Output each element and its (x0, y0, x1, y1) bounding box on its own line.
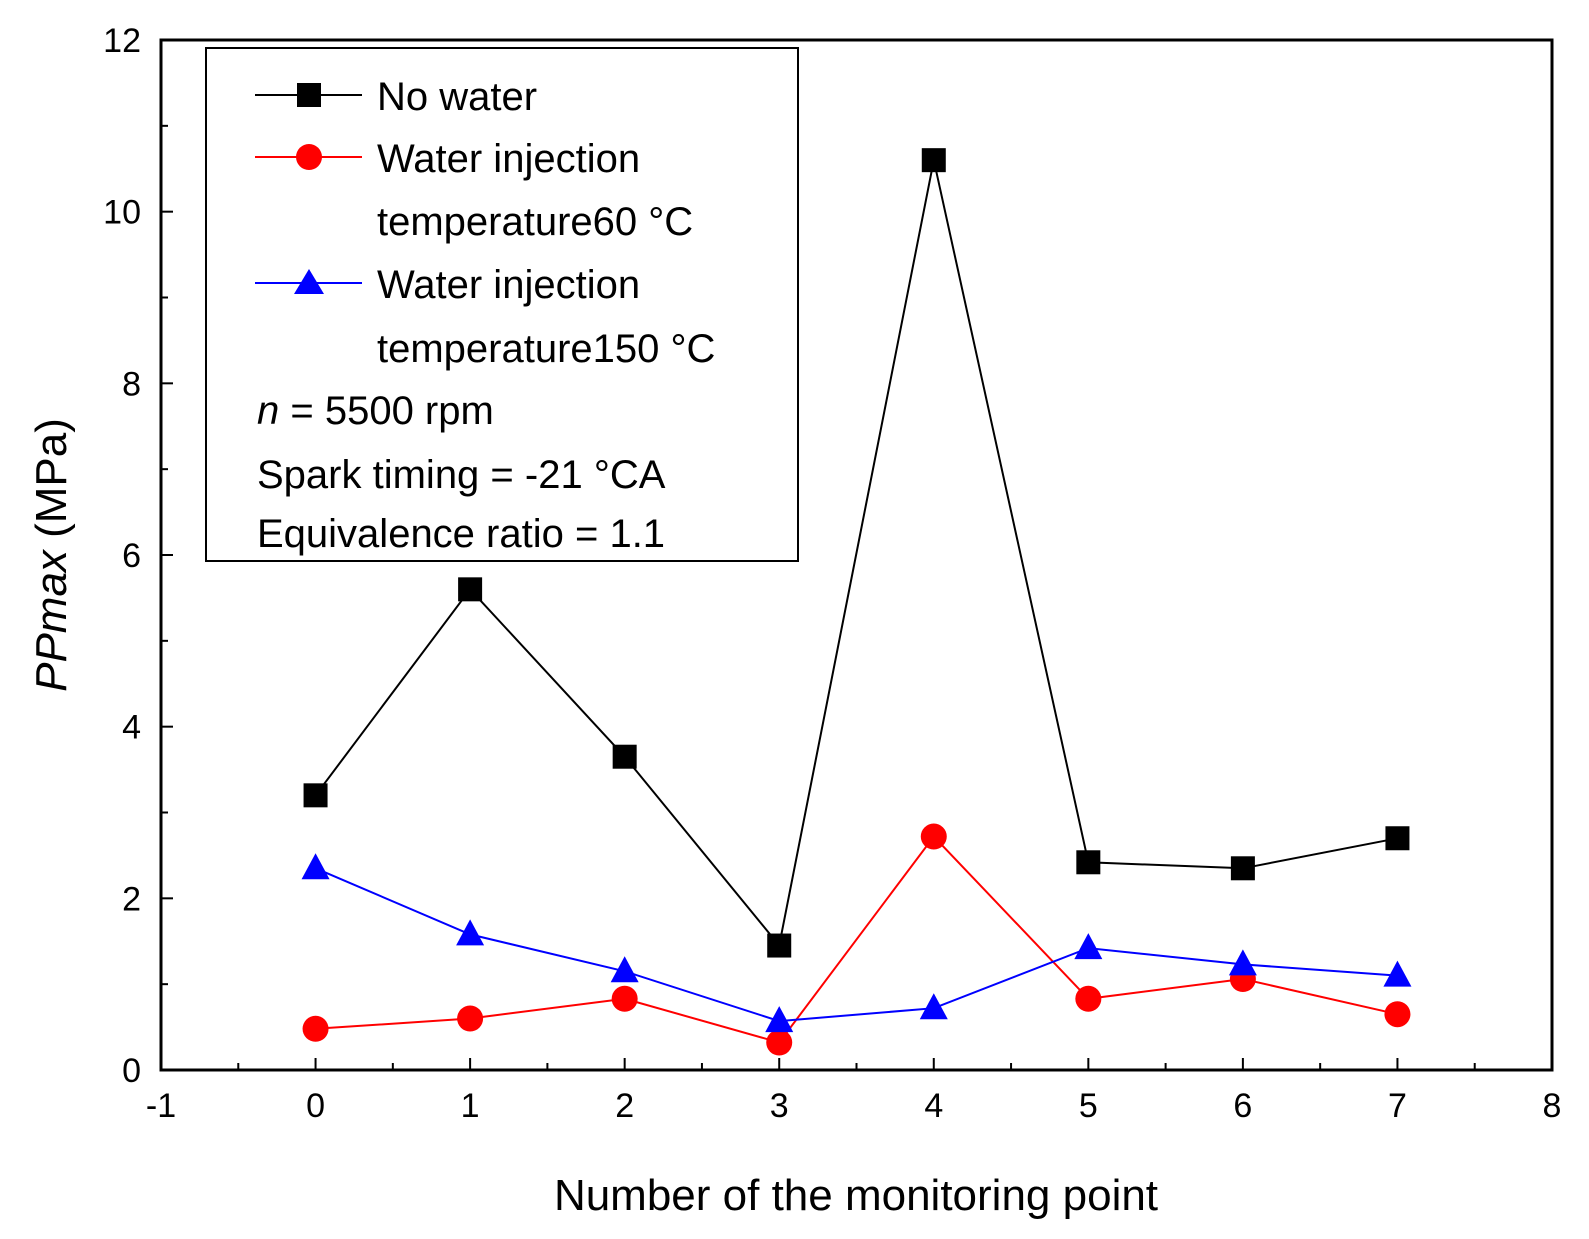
data-point-triangle (1228, 949, 1257, 976)
y-tick-label: 8 (122, 365, 141, 403)
legend-label-no-water: No water (377, 75, 537, 119)
legend-label-150c-line2: temperature150 °C (377, 327, 715, 371)
y-axis-title-unit: (MPa) (27, 418, 76, 550)
data-point-square (1076, 850, 1101, 875)
data-point-circle (1075, 985, 1102, 1012)
y-tick-label: 10 (103, 194, 141, 232)
data-point-triangle (765, 1006, 794, 1033)
legend-label-60c-line1: Water injection (377, 137, 640, 181)
data-point-circle (766, 1029, 793, 1056)
data-point-square (767, 933, 792, 958)
series-line (315, 867, 1398, 1023)
data-point-circle (920, 823, 947, 850)
legend-marker-circle (296, 144, 322, 170)
data-point-square (1385, 826, 1410, 851)
data-point-square (458, 577, 483, 602)
data-point-circle (457, 1005, 484, 1032)
series-2 (301, 853, 1412, 1033)
x-tick-label: 5 (1079, 1087, 1098, 1125)
data-point-triangle (456, 919, 485, 946)
data-point-circle (1384, 1001, 1411, 1028)
x-tick-label: 7 (1388, 1087, 1407, 1125)
y-axis-title-main: PPmax (27, 548, 76, 692)
y-tick-label: 2 (122, 880, 141, 918)
x-tick-label: 8 (1543, 1087, 1562, 1125)
y-axis-title: PPmax (MPa) (27, 418, 76, 692)
data-point-square (612, 744, 637, 769)
data-point-triangle (1074, 933, 1103, 960)
annotation-speed: n = 5500 rpm (257, 389, 494, 433)
series-line (314, 159, 1398, 948)
x-tick-label: 1 (461, 1087, 480, 1125)
y-tick-label: 4 (122, 709, 141, 747)
data-point-circle (611, 985, 638, 1012)
y-tick-label: 6 (122, 537, 141, 575)
annotation-speed-symbol: n (257, 389, 279, 433)
x-axis-title: Number of the monitoring point (554, 1171, 1158, 1220)
series-0 (303, 148, 1410, 958)
x-tick-label: 4 (924, 1087, 943, 1125)
series-line (315, 834, 1398, 1044)
data-point-square (921, 148, 946, 173)
data-point-square (1230, 856, 1255, 881)
legend-marker-triangle (294, 269, 324, 294)
data-point-triangle (610, 956, 639, 983)
annotation-speed-value: = 5500 rpm (279, 389, 494, 433)
data-point-circle (302, 1015, 329, 1042)
y-tick-label: 12 (103, 22, 141, 60)
legend-box (205, 47, 799, 562)
data-point-square (303, 783, 328, 808)
data-point-triangle (919, 993, 948, 1020)
legend-marker-square (297, 83, 321, 107)
legend-label-60c-line2: temperature60 °C (377, 200, 693, 244)
x-tick-label: 3 (770, 1087, 789, 1125)
y-tick-label: 0 (122, 1052, 141, 1090)
series-1 (302, 823, 1411, 1056)
annotation-spark-timing: Spark timing = -21 °CA (257, 453, 666, 497)
x-tick-label: -1 (146, 1087, 176, 1125)
legend-label-150c-line1: Water injection (377, 263, 640, 307)
x-tick-label: 2 (615, 1087, 634, 1125)
data-point-triangle (301, 853, 330, 880)
legend: No water Water injection temperature60 °… (205, 47, 799, 562)
series-layer (301, 148, 1412, 1056)
x-tick-label: 0 (306, 1087, 325, 1125)
annotation-equivalence-ratio: Equivalence ratio = 1.1 (257, 512, 665, 556)
x-tick-label: 6 (1233, 1087, 1252, 1125)
data-point-triangle (1383, 960, 1412, 987)
